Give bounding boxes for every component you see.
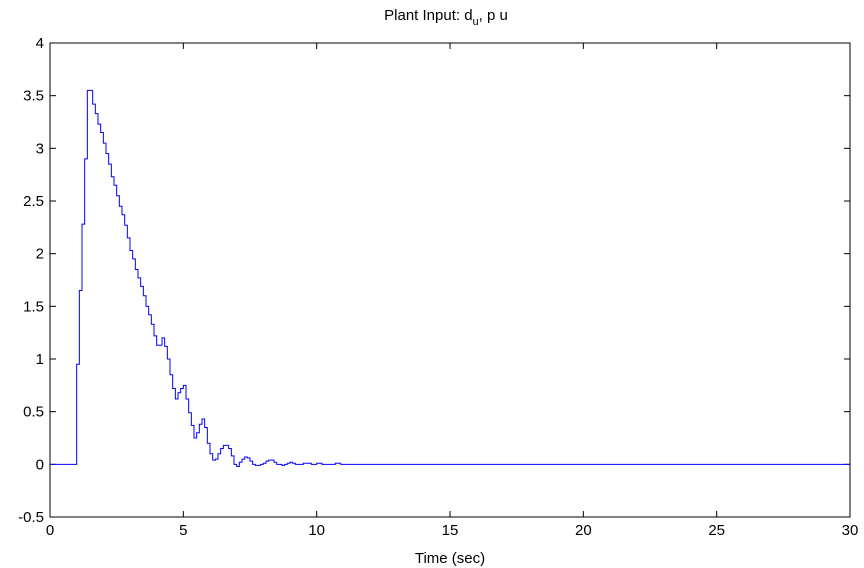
chart-title-suffix: , p u	[479, 7, 508, 24]
x-tick-label: 25	[708, 522, 725, 539]
x-tick-label: 10	[308, 522, 325, 539]
x-axis: 0 5 10 15 20 25 30	[46, 43, 859, 539]
x-tick-label: 5	[179, 522, 187, 539]
y-tick-label: 0.5	[23, 404, 44, 421]
y-tick-label: 3	[36, 140, 44, 157]
y-tick-label: 1	[36, 351, 44, 368]
x-tick-label: 30	[842, 522, 859, 539]
y-tick-label: 4	[36, 35, 44, 52]
chart-title-subscript: u	[473, 16, 479, 28]
chart-title: Plant Input: du, p u	[384, 7, 508, 28]
x-tick-label: 15	[442, 522, 459, 539]
x-tick-label: 0	[46, 522, 54, 539]
x-axis-title: Time (sec)	[415, 550, 485, 567]
y-tick-label: 0	[36, 456, 44, 473]
y-tick-label: 2.5	[23, 193, 44, 210]
y-tick-label: 2	[36, 246, 44, 263]
y-tick-label: 3.5	[23, 88, 44, 105]
chart-title-prefix: Plant Input: d	[384, 7, 472, 24]
series-line	[50, 89, 850, 467]
y-axis: -0.5 0 0.5 1 1.5 2 2.5 3 3.5 4	[18, 35, 850, 526]
y-tick-label: -0.5	[18, 509, 44, 526]
x-tick-label: 20	[575, 522, 592, 539]
y-tick-label: 1.5	[23, 298, 44, 315]
